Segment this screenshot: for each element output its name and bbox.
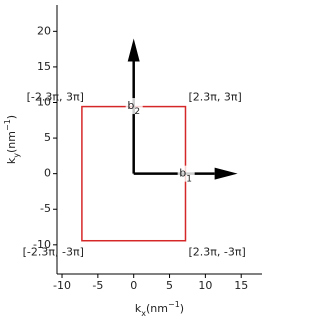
ylabel-sub: y <box>12 153 21 158</box>
chart: -10 -5 0 5 10 15-10-505101520kx(nm−1)ky(nm−1)… <box>3 5 262 318</box>
x-tick-label: -10 <box>53 279 71 292</box>
vector-label-sub: 1 <box>186 174 192 184</box>
xlabel-unit: (nm <box>146 302 168 315</box>
corner-label: [-2.3π, -3π] <box>23 246 84 259</box>
ylabel-close: ) <box>5 115 18 119</box>
x-tick-label: 15 <box>234 279 248 292</box>
vector-head <box>214 167 238 180</box>
corner-label: [-2.3π, 3π] <box>27 91 84 104</box>
x-tick-label: 0 <box>130 279 137 292</box>
y-tick-label: -5 <box>40 202 51 215</box>
ylabel-sup: −1 <box>3 119 12 131</box>
vector-label-sub: 2 <box>134 107 140 117</box>
x-tick-label: -5 <box>92 279 103 292</box>
x-tick-label: 10 <box>198 279 212 292</box>
y-tick-label: 5 <box>44 131 51 144</box>
vector-head <box>127 38 140 62</box>
y-tick-label: 0 <box>44 167 51 180</box>
xlabel: kx(nm−1) <box>135 300 184 318</box>
vector-label: b1 <box>179 167 192 185</box>
xlabel-sub: x <box>141 309 146 318</box>
vector-label-base: b <box>127 99 134 112</box>
corner-label: [2.3π, 3π] <box>188 91 241 104</box>
ylabel-unit: (nm <box>5 131 18 153</box>
vector-label-base: b <box>179 167 186 180</box>
vector-label-bg <box>125 98 143 115</box>
vector-label: b2 <box>127 99 140 117</box>
y-tick-label: 10 <box>37 95 51 108</box>
y-tick-label: 20 <box>37 24 51 37</box>
y-tick-label: 15 <box>37 60 51 73</box>
xlabel-close: ) <box>180 302 184 315</box>
xlabel-base: k <box>135 302 142 315</box>
vector-label-bg <box>177 165 195 182</box>
ylabel: ky(nm−1) <box>3 115 21 164</box>
x-tick-label: 5 <box>166 279 173 292</box>
corner-label: [2.3π, -3π] <box>188 246 245 259</box>
y-tick-label: -10 <box>33 238 51 251</box>
xlabel-sup: −1 <box>168 300 180 309</box>
ylabel-base: k <box>5 157 18 164</box>
